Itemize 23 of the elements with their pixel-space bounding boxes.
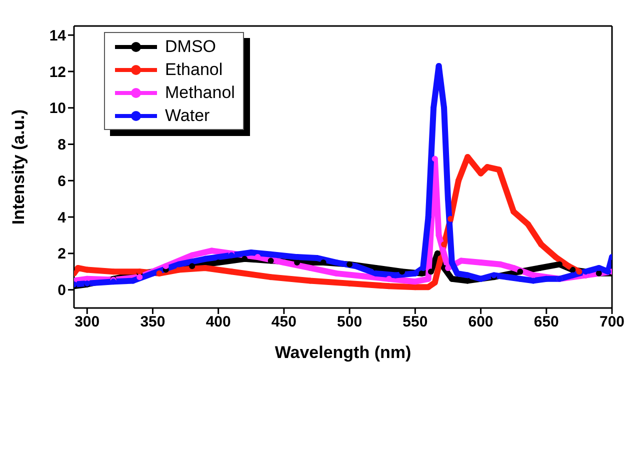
y-tick-label: 12 [49, 64, 66, 81]
x-tick-label: 700 [599, 314, 625, 331]
y-tick-label: 10 [49, 100, 66, 118]
y-tick-label: 2 [58, 246, 66, 263]
legend-label: DMSO [165, 36, 216, 56]
y-tick-label: 8 [58, 136, 66, 154]
x-axis-title: Wavelength (nm) [274, 343, 412, 362]
legend-label: Water [165, 106, 210, 126]
y-tick-label: 14 [49, 27, 67, 44]
x-tick-label: 450 [271, 314, 296, 331]
y-tick-label: 4 [58, 209, 67, 226]
x-tick-label: 500 [337, 314, 362, 331]
x-tick-label: 350 [140, 314, 166, 331]
x-tick-label: 650 [534, 314, 559, 331]
y-tick-label: 6 [58, 172, 66, 190]
x-tick-label: 600 [468, 314, 494, 331]
legend-label: Methanol [165, 82, 235, 102]
x-tick-label: 550 [402, 314, 428, 331]
y-axis-title: Intensity (a.u.) [9, 109, 28, 225]
x-tick-label: 400 [206, 314, 231, 331]
x-tick-label: 300 [74, 314, 100, 331]
y-tick-label: 0 [58, 282, 66, 300]
legend-label: Ethanol [165, 60, 223, 80]
